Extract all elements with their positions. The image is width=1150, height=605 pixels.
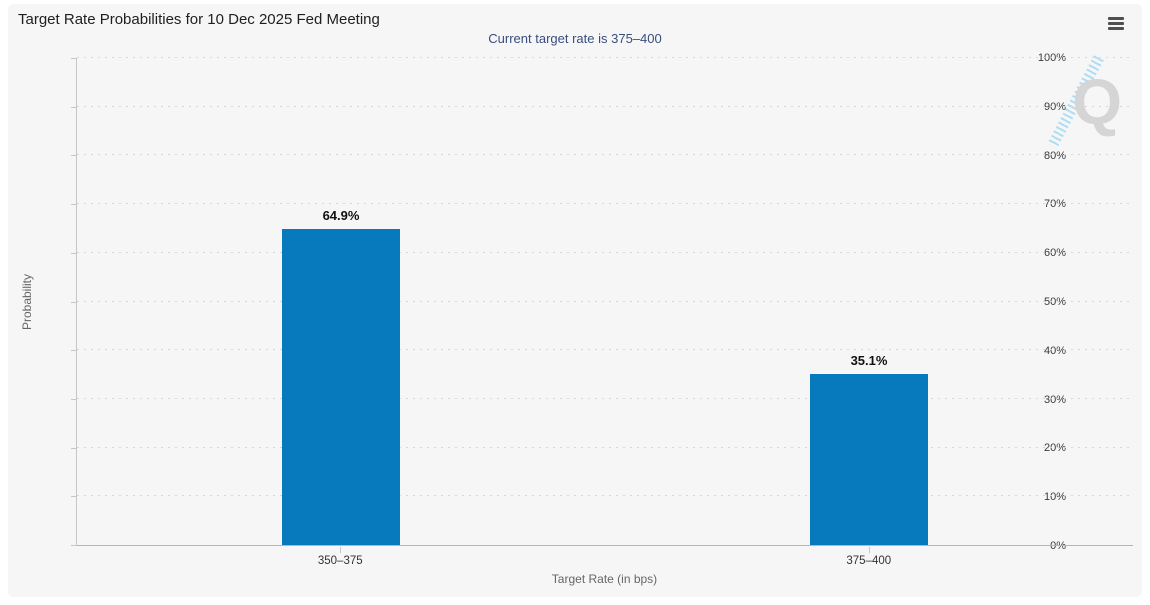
plot-area: 64.9% 35.1%	[71, 57, 1133, 546]
gridline	[77, 349, 1133, 351]
bar-value-label: 35.1%	[850, 353, 888, 369]
y-axis-tick	[71, 252, 77, 254]
chart-subtitle: Current target rate is 375–400	[488, 31, 662, 46]
gridline	[77, 495, 1133, 497]
y-axis-tick	[71, 106, 77, 108]
gridline	[77, 300, 1133, 302]
x-axis-tick	[340, 547, 342, 553]
hamburger-bar	[1108, 16, 1124, 20]
gridline	[77, 397, 1133, 399]
gridline	[77, 154, 1133, 156]
x-axis-category-label: 350–375	[317, 555, 363, 567]
gridline	[77, 57, 1133, 58]
bar-value-label: 64.9%	[322, 207, 360, 223]
hamburger-bar	[1108, 26, 1124, 30]
x-axis-tick	[868, 547, 870, 553]
y-axis-tick	[71, 204, 77, 206]
y-axis-tick	[71, 398, 77, 400]
y-axis-tick	[71, 350, 77, 352]
x-axis-labels: 350–375 375–400	[76, 546, 1133, 586]
y-axis-tick	[71, 301, 77, 303]
y-axis-tick	[71, 545, 77, 546]
x-axis-category-label: 375–400	[846, 555, 892, 567]
gridline	[77, 105, 1133, 107]
gridline	[77, 446, 1133, 448]
hamburger-bar	[1108, 21, 1124, 25]
chart-container: Target Rate Probabilities for 10 Dec 202…	[8, 4, 1142, 597]
y-axis-title: Probability	[20, 273, 34, 331]
hamburger-menu-icon[interactable]	[1104, 12, 1128, 34]
y-axis-tick	[71, 496, 77, 498]
y-axis-tick	[71, 58, 77, 59]
y-axis-tick	[71, 155, 77, 157]
y-axis-tick	[71, 447, 77, 449]
bar-350–375[interactable]	[282, 228, 400, 545]
gridline	[77, 251, 1133, 253]
gridline	[77, 203, 1133, 205]
bar-375–400[interactable]	[810, 374, 928, 545]
chart-title: Target Rate Probabilities for 10 Dec 202…	[18, 11, 380, 28]
x-axis-title: Target Rate (in bps)	[551, 572, 658, 586]
